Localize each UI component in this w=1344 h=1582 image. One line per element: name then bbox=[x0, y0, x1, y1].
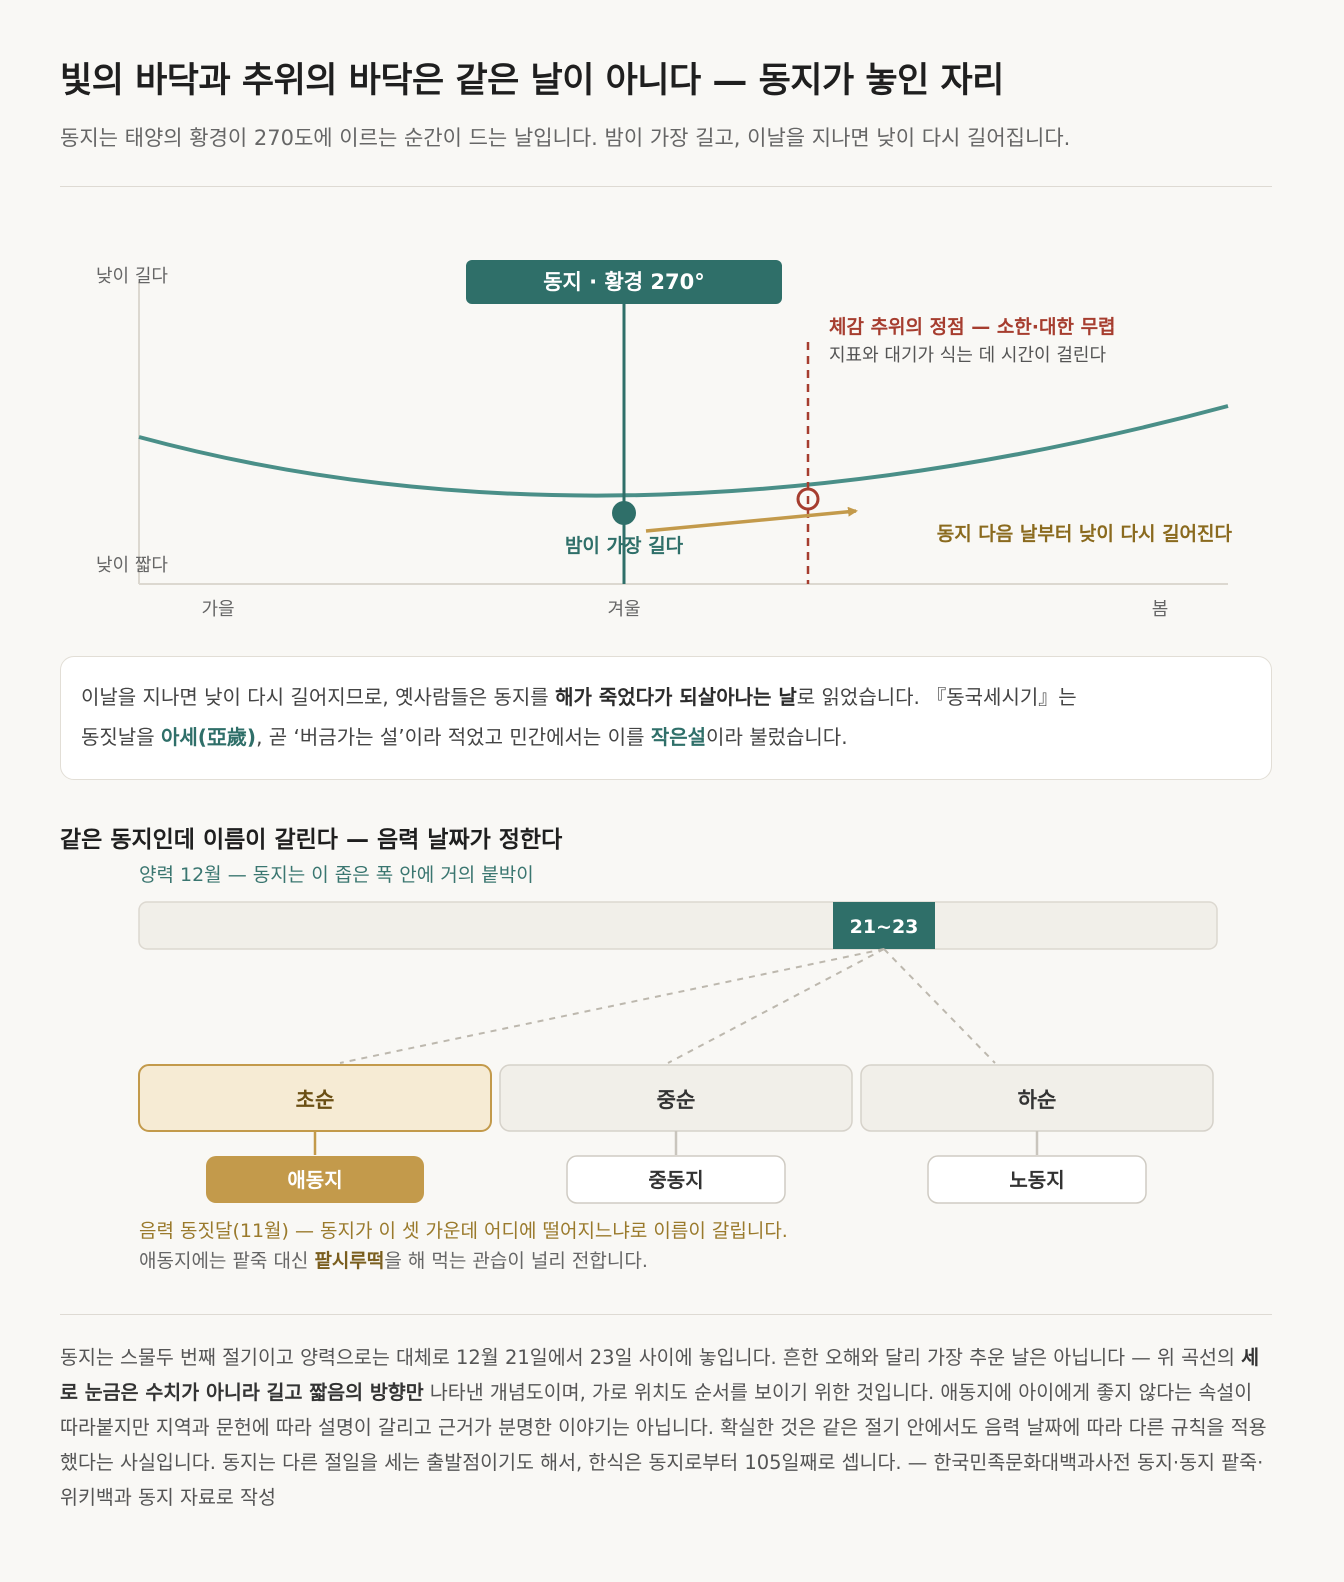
coldest-subtitle: 지표와 대기가 식는 데 시간이 걸린다 bbox=[829, 345, 1106, 366]
page-subtitle: 동지는 태양의 황경이 270도에 이르는 순간이 드는 날입니다. 밤이 가장… bbox=[60, 126, 1071, 150]
footer-highlight: 세로 눈금은 수치가 아니라 길고 짧음의 방향만 bbox=[60, 1346, 1260, 1404]
day-length-curve bbox=[138, 404, 1229, 498]
solstice-range-label: 21~23 bbox=[850, 916, 919, 938]
callout-text-3: 동짓날을 bbox=[81, 725, 161, 749]
connector-early bbox=[339, 948, 885, 1064]
name-aedongji: 애동지 bbox=[287, 1168, 342, 1192]
day-length-diagram: 낮이 길다 낮이 짧다 가을 겨울 봄 동지 · 황경 270° 밤이 가장 길… bbox=[96, 260, 1233, 620]
section-title: 같은 동지인데 이름이 갈린다 — 음력 날짜가 정한다 bbox=[60, 827, 563, 853]
footer-text-1: 동지는 스물두 번째 절기이고 양력으로는 대체로 12월 21일에서 23일 … bbox=[60, 1346, 1242, 1369]
name-jungdongji: 중동지 bbox=[648, 1168, 703, 1192]
callout-text-1: 이날을 지나면 낮이 다시 길어지므로, 옛사람들은 동지를 bbox=[81, 685, 556, 709]
minimum-point bbox=[612, 501, 636, 525]
lunar-name-diagram: 21~23 초순 중순 하순 애동지 중동지 노동지 bbox=[138, 901, 1218, 1204]
page-title: 빛의 바닥과 추위의 바닥은 같은 날이 아니다 — 동지가 놓인 자리 bbox=[60, 60, 1004, 101]
callout-text-4: , 곧 ‘버금가는 설’이라 적었고 민간에서는 이를 bbox=[256, 725, 651, 749]
coldest-point bbox=[796, 487, 820, 511]
folklore-callout: 이날을 지나면 낮이 다시 길어지므로, 옛사람들은 동지를 해가 죽었다가 되… bbox=[60, 656, 1272, 780]
divider bbox=[60, 186, 1272, 187]
custom-note-highlight: 팥시루떡 bbox=[314, 1250, 385, 1272]
lengthening-arrow bbox=[645, 506, 858, 533]
coldest-title: 체감 추위의 정점 — 소한·대한 무렵 bbox=[829, 316, 1116, 338]
x-label-autumn: 가을 bbox=[201, 599, 234, 620]
lunar-note: 음력 동짓달(11월) — 동지가 이 셋 가운데 어디에 떨어지느냐로 이름이… bbox=[139, 1220, 788, 1242]
period-label-late: 하순 bbox=[1018, 1088, 1057, 1112]
connector-late bbox=[883, 948, 996, 1064]
solstice-range bbox=[833, 902, 935, 949]
connector-mid bbox=[667, 948, 885, 1064]
solstice-badge bbox=[466, 260, 782, 304]
footer-divider bbox=[60, 1314, 1272, 1315]
december-bar bbox=[138, 901, 1218, 950]
custom-note: 애동지에는 팥죽 대신 팥시루떡을 해 먹는 관습이 널리 전합니다. bbox=[139, 1246, 648, 1273]
callout-highlight-jakeunseol: 작은설 bbox=[650, 725, 707, 749]
bar-caption: 양력 12월 — 동지는 이 좁은 폭 안에 거의 붙박이 bbox=[139, 864, 534, 886]
lengthening-label: 동지 다음 날부터 낮이 다시 길어진다 bbox=[937, 523, 1233, 545]
y-bottom-label: 낮이 짧다 bbox=[96, 555, 168, 576]
period-label-mid: 중순 bbox=[657, 1088, 696, 1112]
x-label-winter: 겨울 bbox=[607, 599, 640, 620]
y-top-label: 낮이 길다 bbox=[96, 266, 168, 287]
callout-text-5: 이라 불렀습니다. bbox=[706, 725, 848, 749]
name-nodongji: 노동지 bbox=[1009, 1168, 1064, 1192]
custom-note-c: 을 해 먹는 관습이 널리 전합니다. bbox=[384, 1250, 648, 1272]
period-label-early: 초순 bbox=[296, 1088, 335, 1112]
x-label-spring: 봄 bbox=[1152, 599, 1169, 620]
solstice-badge-label: 동지 · 황경 270° bbox=[543, 270, 705, 294]
minimum-label: 밤이 가장 길다 bbox=[565, 535, 684, 557]
footer-text: 동지는 스물두 번째 절기이고 양력으로는 대체로 12월 21일에서 23일 … bbox=[60, 1340, 1272, 1515]
name-pill-aedongji bbox=[206, 1156, 424, 1203]
name-pill-nodongji bbox=[927, 1155, 1147, 1204]
name-pill-jungdongji bbox=[566, 1155, 786, 1204]
footer-text-2: 나타낸 개념도이며, 가로 위치도 순서를 보이기 위한 것입니다. 애동지에 … bbox=[60, 1381, 1267, 1509]
callout-highlight-ase: 아세(亞歲) bbox=[160, 725, 257, 749]
callout-text-2: 로 읽었습니다. 『동국세시기』는 bbox=[796, 685, 1077, 709]
callout-highlight-reborn: 해가 죽었다가 되살아나는 날 bbox=[555, 685, 797, 709]
custom-note-a: 애동지에는 팥죽 대신 bbox=[139, 1250, 315, 1272]
